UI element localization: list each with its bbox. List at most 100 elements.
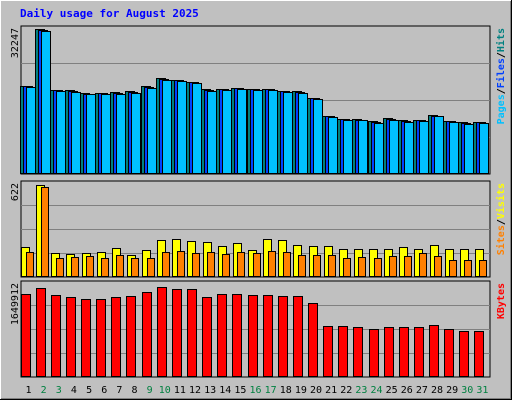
- bar-kbytes-day-11: [172, 289, 182, 377]
- bar-sites-day-6: [101, 258, 109, 277]
- bar-sites-day-30: [464, 260, 472, 277]
- bar-sites-day-22: [343, 258, 351, 277]
- bar-pages-day-3: [56, 91, 66, 174]
- x-tick-label-day-21: 21: [325, 385, 337, 396]
- bar-sites-day-3: [56, 258, 64, 277]
- x-tick-label-day-1: 1: [26, 385, 32, 396]
- bar-kbytes-day-7: [111, 297, 121, 377]
- x-tick-label-day-7: 7: [116, 385, 122, 396]
- bar-pages-day-2: [41, 31, 51, 174]
- chart-title: Daily usage for August 2025: [20, 7, 199, 20]
- bar-pages-day-31: [479, 123, 489, 174]
- bar-kbytes-day-16: [248, 295, 258, 377]
- bar-pages-day-22: [343, 120, 353, 174]
- bar-pages-day-16: [253, 90, 263, 174]
- bar-sites-day-10: [162, 252, 170, 277]
- bar-pages-day-28: [434, 116, 444, 174]
- panel-legend: KBytes: [496, 283, 507, 319]
- x-tick-label-day-11: 11: [174, 385, 186, 396]
- bar-pages-day-9: [147, 88, 157, 174]
- bar-sites-day-1: [26, 252, 34, 277]
- bar-sites-day-11: [177, 251, 185, 277]
- x-tick-label-day-6: 6: [101, 385, 107, 396]
- bar-kbytes-day-18: [278, 296, 288, 377]
- bar-pages-day-29: [449, 122, 459, 174]
- bar-kbytes-day-28: [429, 325, 439, 377]
- legend-hits: Hits: [495, 28, 507, 52]
- bar-kbytes-day-27: [414, 327, 424, 377]
- x-tick-label-day-15: 15: [234, 385, 246, 396]
- bar-pages-day-23: [358, 120, 368, 174]
- x-tick-label-day-16: 16: [249, 385, 261, 396]
- bar-sites-day-29: [449, 260, 457, 277]
- bar-sites-day-8: [131, 258, 139, 277]
- bar-pages-day-17: [268, 90, 278, 174]
- bar-sites-day-13: [207, 252, 215, 277]
- bar-sites-day-5: [86, 256, 94, 277]
- bar-kbytes-day-21: [323, 326, 333, 377]
- bar-sites-day-26: [404, 256, 412, 277]
- bar-kbytes-day-15: [232, 294, 242, 377]
- x-tick-label-day-19: 19: [295, 385, 307, 396]
- bar-kbytes-day-2: [36, 288, 46, 377]
- legend-separator: /: [496, 219, 507, 225]
- bar-kbytes-day-25: [384, 327, 394, 377]
- bar-sites-day-21: [328, 255, 336, 277]
- series-pages: [26, 31, 489, 174]
- bar-pages-day-4: [71, 92, 81, 174]
- bar-sites-day-17: [268, 251, 276, 277]
- legend-separator: /: [496, 88, 507, 94]
- bar-pages-day-24: [374, 123, 384, 174]
- bar-kbytes-day-4: [66, 297, 76, 377]
- panel-middle: 622 Sites/Visits: [10, 180, 507, 278]
- bar-pages-day-18: [283, 92, 293, 174]
- bar-kbytes-day-6: [96, 299, 106, 377]
- bar-kbytes-day-9: [142, 292, 152, 377]
- x-tick-label-day-5: 5: [86, 385, 92, 396]
- bar-sites-day-7: [116, 255, 124, 277]
- bar-sites-day-20: [313, 255, 321, 277]
- bar-sites-day-18: [283, 252, 291, 277]
- panel-max-label: 32247: [10, 28, 21, 58]
- bar-pages-day-13: [207, 91, 217, 174]
- bar-kbytes-day-12: [187, 289, 197, 377]
- bar-pages-day-25: [389, 120, 399, 174]
- panel-legend: Sites/Visits: [495, 183, 507, 255]
- bar-kbytes-day-5: [81, 299, 91, 377]
- x-tick-label-day-28: 28: [431, 385, 443, 396]
- x-tick-label-day-27: 27: [416, 385, 428, 396]
- x-tick-label-day-3: 3: [56, 385, 62, 396]
- bar-sites-day-24: [374, 258, 382, 277]
- x-axis-tick-labels: 1 2 3 4 5 6 7 8 9 10 11 12 13 14 15 16 17 18 19 20 21 22 23 24 2…: [26, 385, 489, 396]
- bar-kbytes-day-24: [369, 329, 379, 377]
- panel-max-label: 1649912: [10, 283, 21, 325]
- bar-pages-day-12: [192, 83, 202, 174]
- bar-kbytes-day-13: [202, 297, 212, 377]
- bar-kbytes-day-29: [444, 329, 454, 377]
- bar-sites-day-19: [298, 255, 306, 277]
- x-tick-label-day-26: 26: [401, 385, 413, 396]
- bar-pages-day-8: [131, 93, 141, 174]
- bar-pages-day-27: [419, 121, 429, 174]
- bar-sites-day-4: [71, 257, 79, 277]
- bar-sites-day-15: [237, 252, 245, 277]
- bar-kbytes-day-19: [293, 296, 303, 377]
- x-tick-label-day-20: 20: [310, 385, 322, 396]
- legend-sites: Sites: [495, 225, 507, 255]
- bar-kbytes-day-17: [263, 295, 273, 377]
- x-tick-label-day-25: 25: [386, 385, 398, 396]
- bar-sites-day-14: [222, 254, 230, 277]
- x-tick-label-day-18: 18: [280, 385, 292, 396]
- bar-sites-day-16: [253, 253, 261, 277]
- legend-separator: /: [496, 52, 507, 58]
- bar-pages-day-1: [26, 87, 36, 174]
- x-tick-label-day-29: 29: [446, 385, 458, 396]
- legend-visits: Visits: [495, 183, 507, 219]
- bar-kbytes-day-22: [338, 326, 348, 377]
- bar-pages-day-11: [177, 81, 187, 174]
- bar-sites-day-27: [419, 253, 427, 277]
- bar-kbytes-day-30: [459, 331, 469, 377]
- bar-kbytes-day-3: [51, 295, 61, 377]
- panel-max-label: 622: [10, 183, 21, 201]
